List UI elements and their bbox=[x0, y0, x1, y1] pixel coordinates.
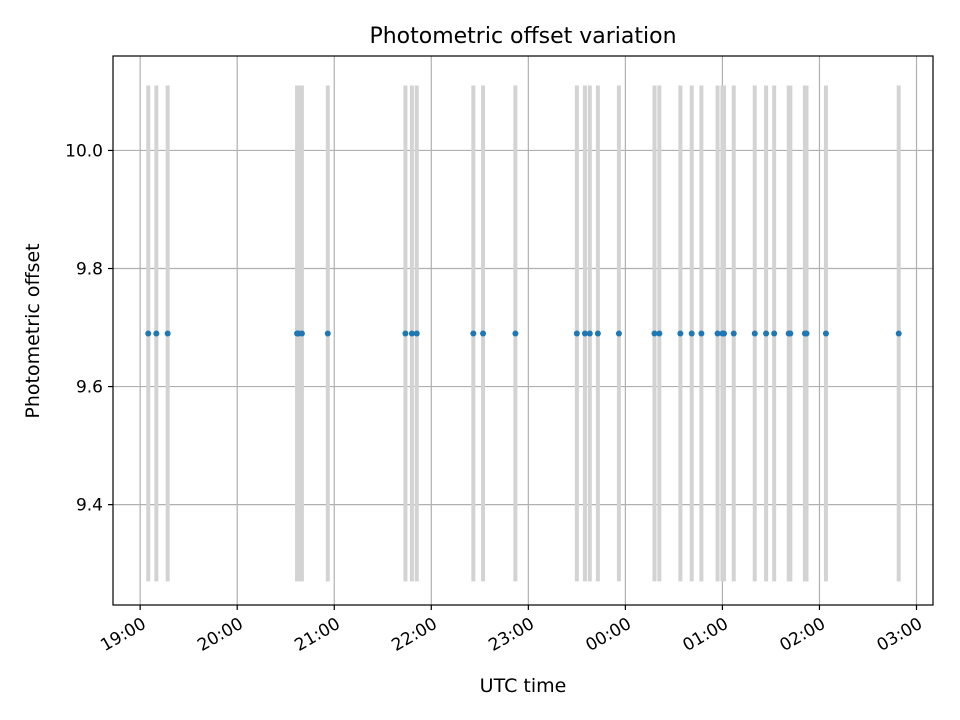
data-point bbox=[721, 330, 728, 337]
data-point bbox=[698, 330, 705, 337]
grid-lines bbox=[113, 56, 933, 605]
data-point bbox=[153, 330, 160, 337]
y-axis-ticks: 9.4 9.6 9.8 10.0 bbox=[65, 141, 113, 516]
y-tick-label: 9.6 bbox=[76, 378, 103, 398]
data-point bbox=[763, 330, 770, 337]
data-point bbox=[413, 330, 420, 337]
data-point bbox=[730, 330, 737, 337]
data-point bbox=[656, 330, 663, 337]
data-point bbox=[803, 330, 810, 337]
data-point bbox=[688, 330, 695, 337]
data-point bbox=[594, 330, 601, 337]
data-point bbox=[714, 330, 721, 337]
data-point bbox=[615, 330, 622, 337]
data-point bbox=[470, 330, 477, 337]
chart-title: Photometric offset variation bbox=[369, 24, 676, 49]
data-point bbox=[402, 330, 409, 337]
data-point bbox=[298, 330, 305, 337]
data-point bbox=[751, 330, 758, 337]
data-point bbox=[573, 330, 580, 337]
data-point bbox=[771, 330, 778, 337]
data-point bbox=[480, 330, 487, 337]
data-point bbox=[822, 330, 829, 337]
y-tick-label: 10.0 bbox=[65, 141, 103, 161]
plot-frame bbox=[112, 55, 934, 606]
y-tick-label: 9.4 bbox=[76, 496, 103, 516]
data-point bbox=[324, 330, 331, 337]
data-point bbox=[581, 330, 588, 337]
data-point bbox=[408, 330, 415, 337]
data-point bbox=[787, 330, 794, 337]
data-point bbox=[145, 330, 152, 337]
data-points bbox=[145, 330, 902, 337]
y-tick-label: 9.8 bbox=[76, 260, 103, 280]
data-point bbox=[895, 330, 902, 337]
data-point bbox=[512, 330, 519, 337]
y-axis-label: Photometric offset bbox=[22, 243, 44, 418]
data-point bbox=[651, 330, 658, 337]
data-point bbox=[677, 330, 684, 337]
data-point bbox=[586, 330, 593, 337]
data-point bbox=[164, 330, 171, 337]
x-axis-label: UTC time bbox=[480, 675, 567, 697]
